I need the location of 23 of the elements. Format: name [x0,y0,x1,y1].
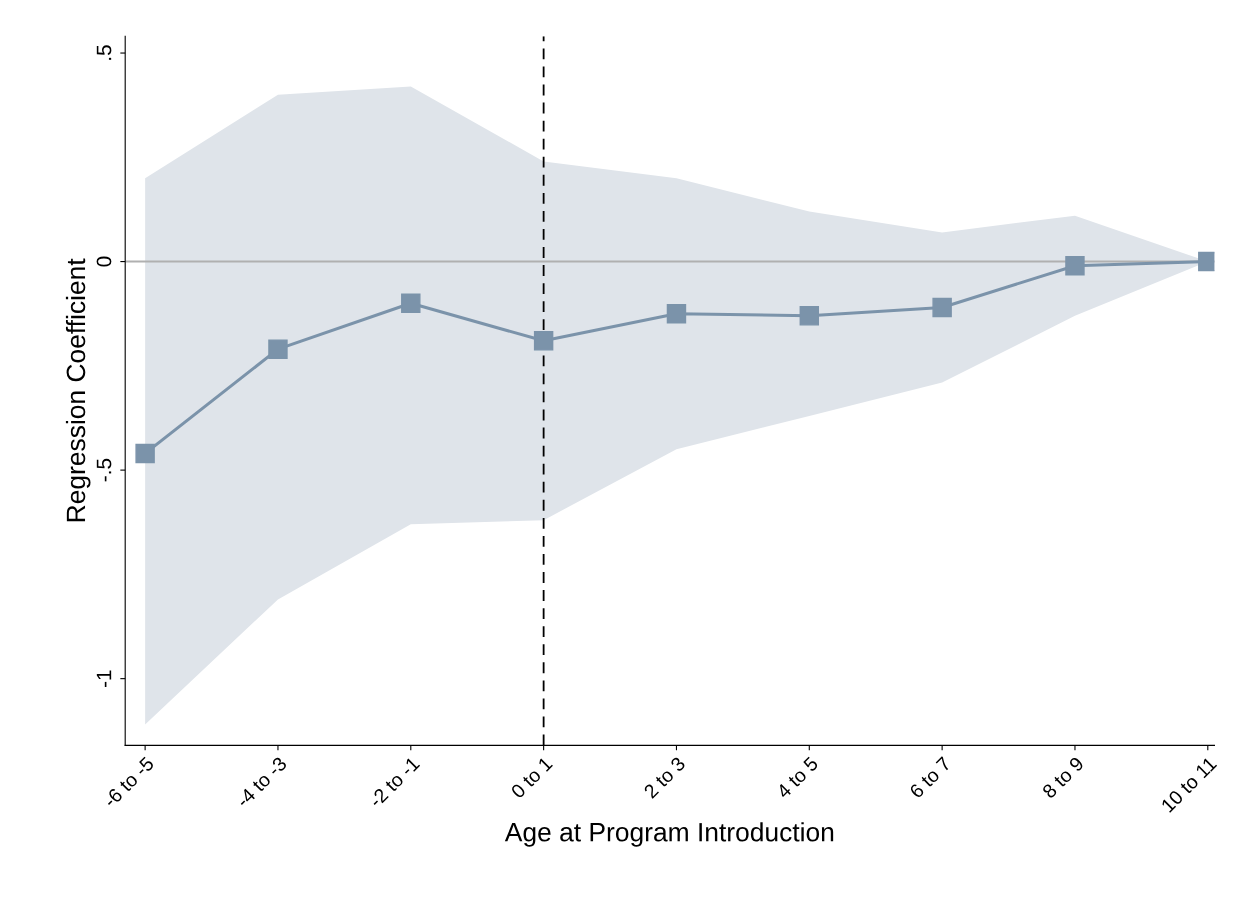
y-tick-label: .5 [96,45,112,60]
x-tick-label: 4 to 5 [775,756,819,800]
x-tick-label: 6 to 7 [908,756,952,799]
point [799,306,820,326]
point [268,339,288,359]
y-tick-label: -1 [96,670,112,687]
point [135,443,155,464]
y-tick-label: -.5 [96,458,112,482]
x-tick-label: 8 to 9 [1041,756,1085,799]
y-axis-title: Regression Coefficient [65,258,91,522]
x-tick-label: 2 to 3 [643,756,686,799]
y-tick-label: 0 [96,256,112,267]
point [1065,256,1085,276]
point [666,303,687,324]
x-tick-label: 0 to 1 [510,756,554,800]
x-tick-label: 10 to 11 [1160,756,1218,813]
point [932,297,952,318]
x-axis-title: Age at Program Introduction [504,822,834,847]
point [401,293,421,314]
x-tick-label: -6 to -5 [102,756,155,809]
x-tick-label: -2 to -1 [368,756,421,809]
x-tick-label: -4 to -3 [235,756,288,809]
point [533,331,554,351]
